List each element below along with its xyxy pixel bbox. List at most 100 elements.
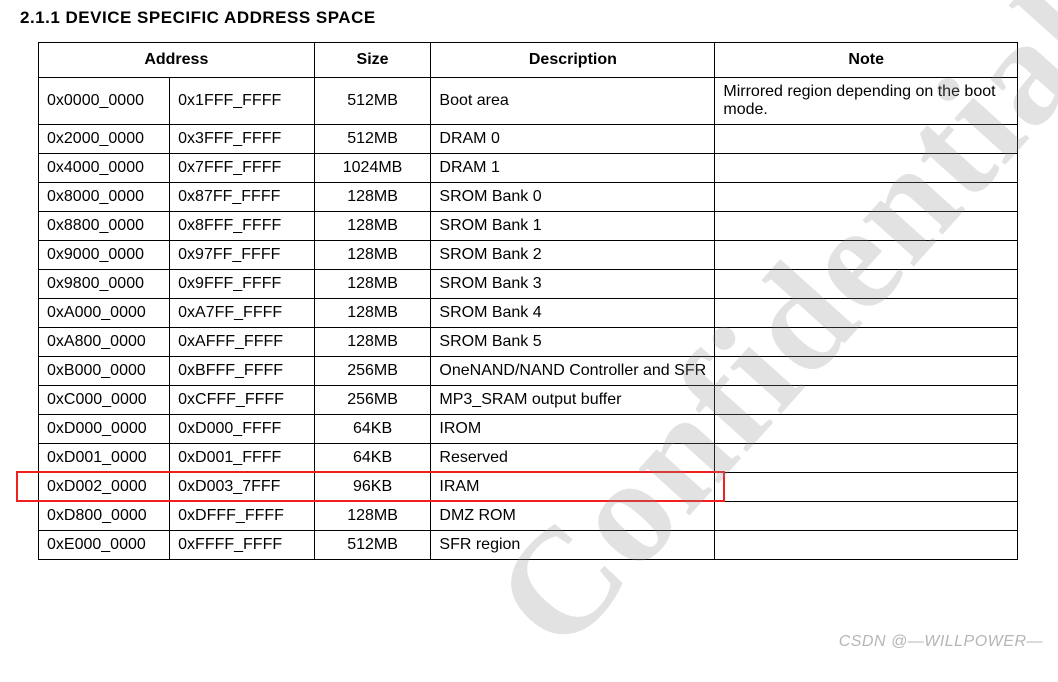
section-heading: 2.1.1 DEVICE SPECIFIC ADDRESS SPACE — [20, 8, 1038, 28]
cell-addr-end: 0xD003_7FFF — [170, 473, 315, 502]
cell-addr-start: 0x9800_0000 — [39, 270, 170, 299]
cell-note — [715, 502, 1018, 531]
cell-description: IRAM — [431, 473, 715, 502]
cell-description: SROM Bank 1 — [431, 212, 715, 241]
cell-size: 128MB — [314, 241, 431, 270]
cell-description: SFR region — [431, 531, 715, 560]
cell-description: SROM Bank 0 — [431, 183, 715, 212]
cell-addr-start: 0xD000_0000 — [39, 415, 170, 444]
cell-note — [715, 444, 1018, 473]
cell-addr-end: 0x1FFF_FFFF — [170, 78, 315, 125]
cell-addr-end: 0xFFFF_FFFF — [170, 531, 315, 560]
cell-addr-end: 0x7FFF_FFFF — [170, 154, 315, 183]
table-row: 0xD001_00000xD001_FFFF64KBReserved — [39, 444, 1018, 473]
cell-note — [715, 531, 1018, 560]
cell-size: 512MB — [314, 78, 431, 125]
cell-size: 128MB — [314, 502, 431, 531]
cell-addr-start: 0xD001_0000 — [39, 444, 170, 473]
cell-description: SROM Bank 3 — [431, 270, 715, 299]
cell-description: OneNAND/NAND Controller and SFR — [431, 357, 715, 386]
cell-note — [715, 473, 1018, 502]
cell-size: 256MB — [314, 386, 431, 415]
cell-description: SROM Bank 5 — [431, 328, 715, 357]
cell-size: 256MB — [314, 357, 431, 386]
cell-description: Boot area — [431, 78, 715, 125]
table-row: 0x9800_00000x9FFF_FFFF128MBSROM Bank 3 — [39, 270, 1018, 299]
cell-addr-end: 0x9FFF_FFFF — [170, 270, 315, 299]
table-row: 0xD000_00000xD000_FFFF64KBIROM — [39, 415, 1018, 444]
cell-note: Mirrored region depending on the boot mo… — [715, 78, 1018, 125]
cell-addr-start: 0xB000_0000 — [39, 357, 170, 386]
cell-description: DRAM 0 — [431, 125, 715, 154]
table-row: 0xE000_00000xFFFF_FFFF512MBSFR region — [39, 531, 1018, 560]
cell-addr-start: 0x8800_0000 — [39, 212, 170, 241]
cell-description: MP3_SRAM output buffer — [431, 386, 715, 415]
table-row: 0xA800_00000xAFFF_FFFF128MBSROM Bank 5 — [39, 328, 1018, 357]
cell-addr-end: 0x3FFF_FFFF — [170, 125, 315, 154]
cell-addr-start: 0x2000_0000 — [39, 125, 170, 154]
cell-note — [715, 270, 1018, 299]
cell-addr-end: 0xD001_FFFF — [170, 444, 315, 473]
cell-addr-start: 0xA000_0000 — [39, 299, 170, 328]
cell-note — [715, 415, 1018, 444]
header-address: Address — [39, 43, 315, 78]
cell-size: 512MB — [314, 125, 431, 154]
cell-size: 1024MB — [314, 154, 431, 183]
cell-note — [715, 357, 1018, 386]
cell-addr-end: 0xD000_FFFF — [170, 415, 315, 444]
cell-addr-end: 0x87FF_FFFF — [170, 183, 315, 212]
table-header-row: Address Size Description Note — [39, 43, 1018, 78]
cell-note — [715, 125, 1018, 154]
table-row: 0xD002_00000xD003_7FFF96KBIRAM — [39, 473, 1018, 502]
table-row: 0x0000_00000x1FFF_FFFF512MBBoot areaMirr… — [39, 78, 1018, 125]
header-description: Description — [431, 43, 715, 78]
cell-note — [715, 154, 1018, 183]
table-row: 0xC000_00000xCFFF_FFFF256MBMP3_SRAM outp… — [39, 386, 1018, 415]
cell-note — [715, 212, 1018, 241]
cell-size: 64KB — [314, 415, 431, 444]
cell-note — [715, 183, 1018, 212]
cell-addr-start: 0xD800_0000 — [39, 502, 170, 531]
cell-addr-start: 0xE000_0000 — [39, 531, 170, 560]
csdn-watermark: CSDN @—WILLPOWER— — [839, 633, 1043, 651]
address-table-wrap: Address Size Description Note 0x0000_000… — [38, 42, 1018, 560]
cell-description: DRAM 1 — [431, 154, 715, 183]
cell-size: 128MB — [314, 212, 431, 241]
cell-size: 512MB — [314, 531, 431, 560]
cell-size: 128MB — [314, 328, 431, 357]
cell-addr-start: 0xD002_0000 — [39, 473, 170, 502]
cell-addr-end: 0xBFFF_FFFF — [170, 357, 315, 386]
cell-description: SROM Bank 2 — [431, 241, 715, 270]
cell-addr-start: 0x8000_0000 — [39, 183, 170, 212]
cell-description: SROM Bank 4 — [431, 299, 715, 328]
cell-addr-end: 0x97FF_FFFF — [170, 241, 315, 270]
cell-addr-end: 0xAFFF_FFFF — [170, 328, 315, 357]
cell-size: 128MB — [314, 183, 431, 212]
cell-addr-end: 0xDFFF_FFFF — [170, 502, 315, 531]
cell-size: 128MB — [314, 270, 431, 299]
table-row: 0xB000_00000xBFFF_FFFF256MBOneNAND/NAND … — [39, 357, 1018, 386]
cell-addr-start: 0x0000_0000 — [39, 78, 170, 125]
cell-addr-end: 0xCFFF_FFFF — [170, 386, 315, 415]
cell-addr-end: 0x8FFF_FFFF — [170, 212, 315, 241]
cell-addr-start: 0x4000_0000 — [39, 154, 170, 183]
cell-size: 128MB — [314, 299, 431, 328]
cell-note — [715, 299, 1018, 328]
header-size: Size — [314, 43, 431, 78]
cell-size: 96KB — [314, 473, 431, 502]
cell-addr-start: 0xA800_0000 — [39, 328, 170, 357]
cell-note — [715, 328, 1018, 357]
table-row: 0xD800_00000xDFFF_FFFF128MBDMZ ROM — [39, 502, 1018, 531]
cell-note — [715, 241, 1018, 270]
cell-size: 64KB — [314, 444, 431, 473]
cell-addr-start: 0xC000_0000 — [39, 386, 170, 415]
table-row: 0x9000_00000x97FF_FFFF128MBSROM Bank 2 — [39, 241, 1018, 270]
table-row: 0xA000_00000xA7FF_FFFF128MBSROM Bank 4 — [39, 299, 1018, 328]
address-space-table: Address Size Description Note 0x0000_000… — [38, 42, 1018, 560]
table-row: 0x2000_00000x3FFF_FFFF512MBDRAM 0 — [39, 125, 1018, 154]
cell-addr-end: 0xA7FF_FFFF — [170, 299, 315, 328]
table-row: 0x8800_00000x8FFF_FFFF128MBSROM Bank 1 — [39, 212, 1018, 241]
cell-description: IROM — [431, 415, 715, 444]
table-row: 0x4000_00000x7FFF_FFFF1024MBDRAM 1 — [39, 154, 1018, 183]
table-row: 0x8000_00000x87FF_FFFF128MBSROM Bank 0 — [39, 183, 1018, 212]
